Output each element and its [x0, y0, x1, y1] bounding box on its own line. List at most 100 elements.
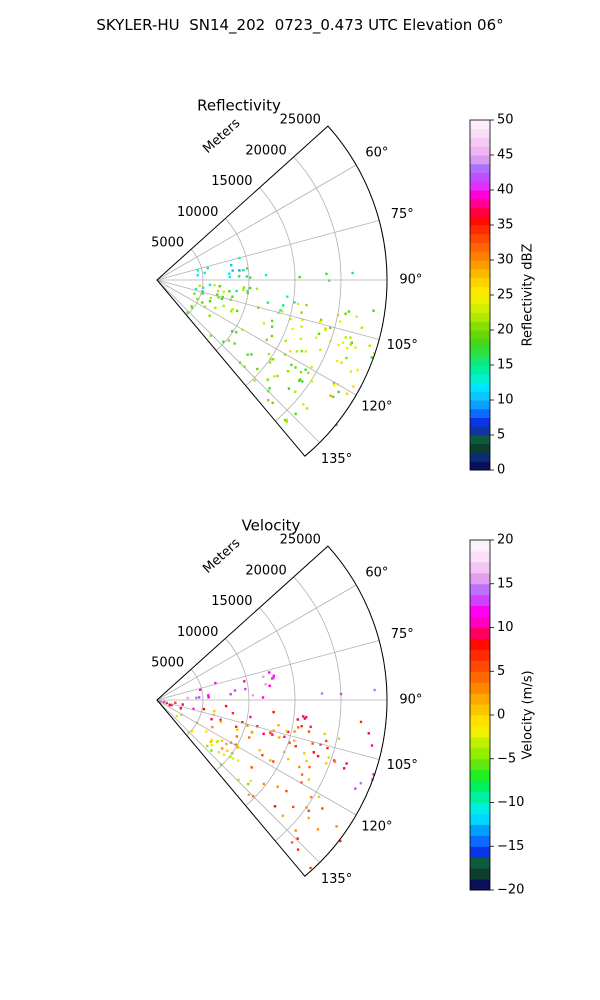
echo-gate: [305, 716, 308, 719]
echo-gate: [304, 350, 307, 353]
echo-gate: [337, 737, 341, 740]
colorbar-tick-label: 45: [497, 148, 514, 163]
colorbar-tick-label: 10: [497, 620, 514, 635]
echo-gate: [305, 759, 308, 763]
echo-gate: [219, 720, 223, 723]
echo-gate: [308, 765, 311, 769]
azimuth-spoke: [156, 220, 380, 281]
range-tick-label: 10000: [177, 625, 218, 640]
colorbar-swatch: [470, 365, 490, 375]
colorbar-swatch: [470, 408, 490, 418]
echo-gate: [217, 751, 221, 754]
colorbar-swatch: [470, 356, 490, 366]
echo-gate: [289, 350, 292, 353]
echo-gate: [335, 825, 338, 828]
echo-gate: [268, 387, 271, 390]
echo-gate: [248, 736, 251, 739]
echo-gate: [296, 302, 300, 306]
echo-gate: [271, 401, 274, 405]
azimuth-tick-label: 60°: [365, 146, 388, 161]
colorbar-tick-label: 20: [497, 323, 514, 338]
echo-gate: [284, 339, 287, 343]
colorbar-swatch: [470, 303, 490, 313]
echo-gate: [340, 361, 343, 364]
colorbar-swatch: [470, 216, 490, 226]
echo-gate: [337, 313, 340, 317]
echo-gate: [209, 334, 212, 337]
echo-gate: [359, 782, 362, 785]
echo-gate: [174, 701, 177, 704]
colorbar-swatch: [470, 198, 490, 208]
azimuth-tick-label: 105°: [387, 758, 418, 773]
colorbar-tick-label: 5: [497, 664, 505, 679]
echo-gate: [190, 304, 193, 308]
echo-gate: [269, 759, 272, 762]
echo-gate: [261, 696, 265, 699]
echo-gate: [270, 334, 274, 338]
range-tick-label: 20000: [245, 563, 286, 578]
colorbar-tick-label: 40: [497, 183, 514, 198]
echo-gate: [203, 271, 206, 275]
echo-gate: [264, 273, 268, 277]
echo-gate: [349, 370, 353, 373]
echo-gate: [209, 296, 212, 300]
echo-gate: [205, 730, 208, 733]
echo-gate: [294, 412, 297, 416]
echo-gate: [249, 779, 252, 783]
echo-gate: [347, 310, 351, 313]
echo-region: [209, 709, 341, 810]
echo-gate: [221, 747, 224, 750]
azimuth-spoke: [156, 699, 357, 816]
echo-gate: [251, 694, 255, 697]
echo-gate: [270, 732, 273, 735]
echo-gate: [317, 332, 321, 335]
echo-gate: [201, 290, 205, 293]
colorbar-swatch: [470, 452, 490, 462]
echo-gate: [319, 743, 322, 746]
figure-title: SKYLER-HU SN14_202 0723_0.473 UTC Elevat…: [96, 16, 504, 34]
colorbar-swatch: [470, 286, 490, 296]
echo-gate: [300, 725, 303, 728]
echo-gate: [230, 264, 233, 267]
echo-field: [157, 671, 376, 870]
colorbar-swatch: [470, 682, 490, 694]
colorbar-swatch: [470, 347, 490, 357]
echo-gate: [286, 295, 289, 298]
echo-gate: [344, 336, 347, 339]
colorbar-tick-label: −5: [497, 751, 516, 766]
range-tick-label: 25000: [280, 533, 321, 548]
echo-gate: [216, 289, 220, 293]
echo-gate: [256, 725, 259, 728]
echo-gate: [344, 312, 347, 315]
echo-gate: [197, 696, 201, 699]
echo-gate: [320, 692, 324, 695]
echo-gate: [244, 687, 247, 691]
echo-gate: [222, 340, 225, 343]
colorbar-swatch: [470, 391, 490, 401]
echo-gate: [297, 726, 300, 729]
range-ring: [275, 156, 342, 422]
echo-gate: [206, 267, 209, 270]
echo-gate: [292, 805, 295, 809]
echo-gate: [235, 289, 238, 293]
echo-gate: [294, 390, 297, 393]
echo-gate: [339, 839, 342, 843]
echo-gate: [298, 765, 301, 769]
colorbar-swatch: [470, 260, 490, 270]
echo-gate: [246, 267, 249, 270]
echo-gate: [290, 841, 294, 844]
echo-gate: [237, 759, 240, 762]
echo-gate: [222, 304, 225, 308]
echo-gate: [285, 418, 288, 422]
echo-gate: [360, 326, 364, 329]
colorbar-swatch: [470, 824, 490, 836]
colorbar-swatch: [470, 671, 490, 683]
echo-gate: [325, 272, 328, 276]
echo-gate: [298, 275, 301, 279]
echo-gate: [220, 739, 224, 742]
echo-gate: [265, 338, 268, 342]
echo-gate: [372, 309, 375, 312]
echo-gate: [301, 380, 304, 383]
azimuth-tick-label: 90°: [399, 693, 422, 708]
echo-gate: [303, 752, 306, 755]
